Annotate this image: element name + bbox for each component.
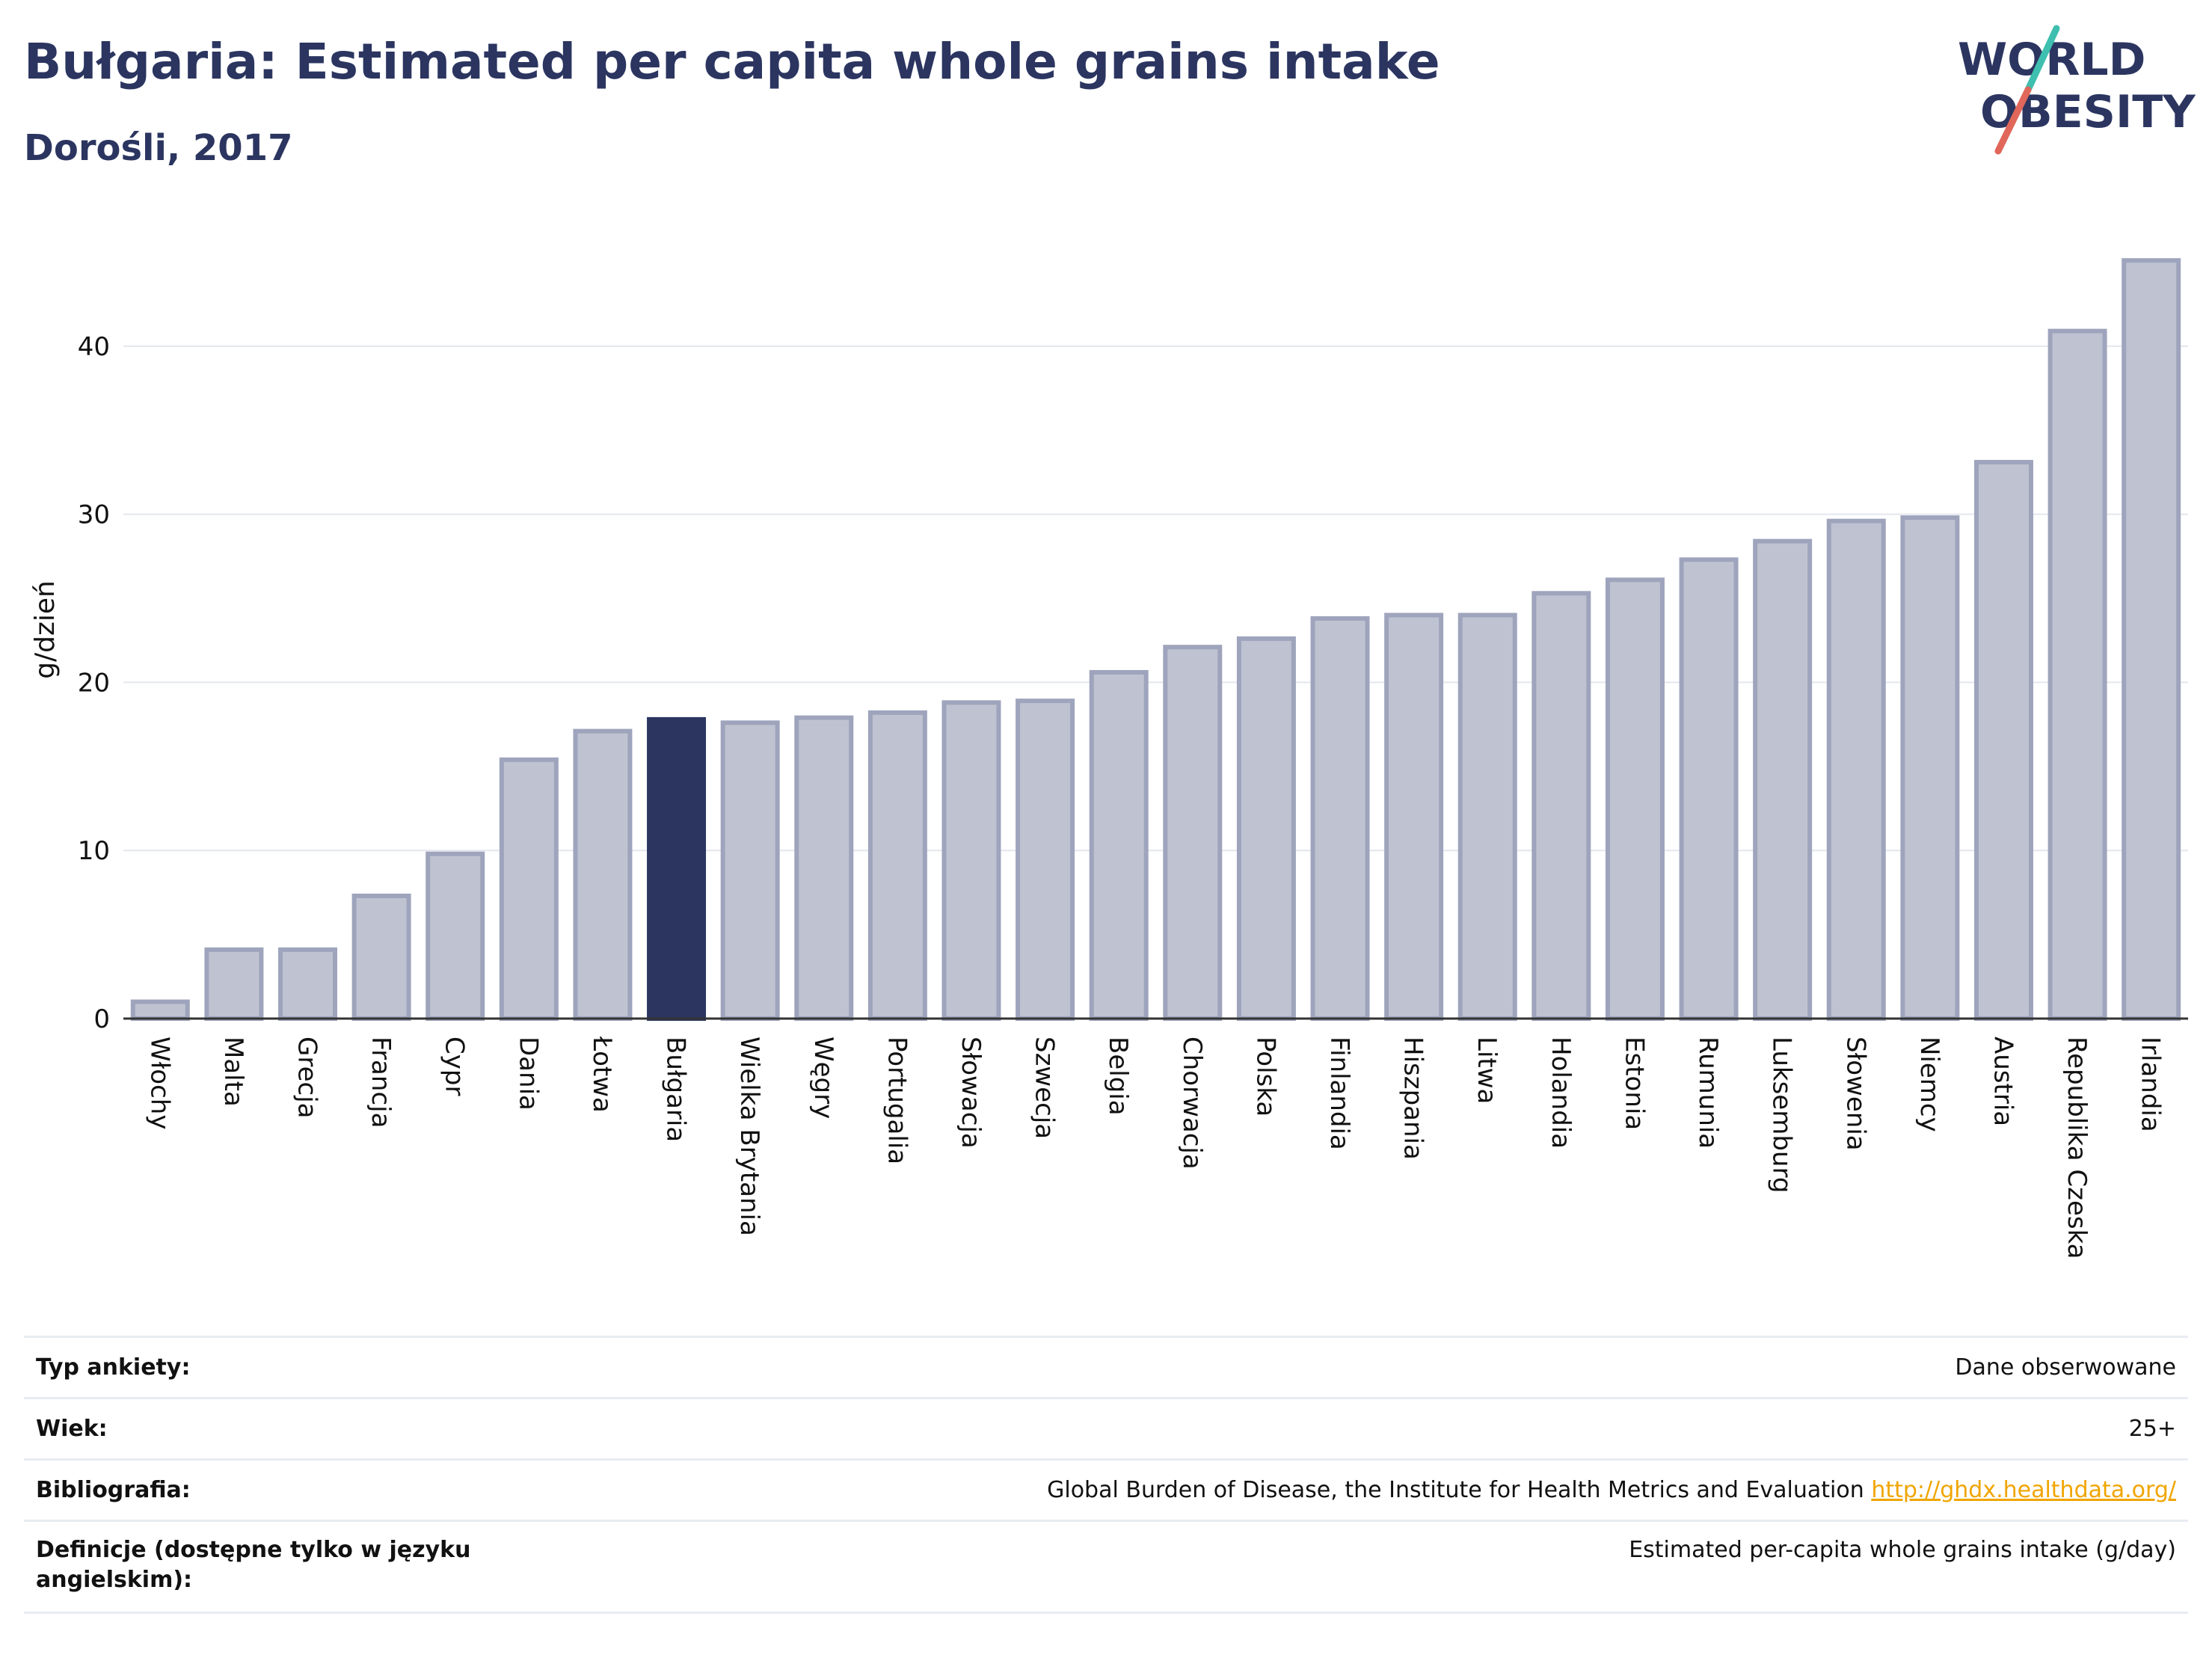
x-tick-label: Chorwacja: [1177, 1037, 1207, 1170]
y-axis-ticks: 0 10 20 30 40: [78, 332, 110, 1034]
bar-dania: [499, 757, 559, 1021]
meta-label: Bibliografia:: [36, 1477, 191, 1503]
chart-title: Bułgaria: Estimated per capita whole gra…: [24, 33, 1440, 90]
bar-bułgaria: [647, 716, 707, 1021]
bar-belgia: [1089, 669, 1149, 1021]
x-tick-label: Finlandia: [1324, 1037, 1354, 1150]
logo-slash-teal: [2024, 25, 2060, 93]
bar-wielka-brytania: [720, 720, 780, 1022]
x-tick-label: Rumunia: [1693, 1037, 1723, 1149]
bar-luksemburg: [1753, 538, 1813, 1021]
bar-portugalia: [867, 710, 927, 1021]
x-tick-label: Portugalia: [882, 1037, 912, 1164]
x-tick-label: Cypr: [440, 1037, 470, 1096]
bibliography-text: Global Burden of Disease, the Institute …: [1047, 1477, 1864, 1503]
y-tick-label: 10: [78, 836, 110, 866]
world-obesity-logo: WORLD OBESITY: [1958, 25, 2196, 155]
x-tick-label: Wielka Brytania: [734, 1037, 764, 1236]
x-tick-label: Irlandia: [2136, 1037, 2166, 1132]
x-tick-label: Szwecja: [1030, 1037, 1060, 1139]
bar-republika-czeska: [2047, 328, 2107, 1021]
chart-subtitle: Dorośli, 2017: [24, 127, 293, 169]
x-tick-label: Grecja: [292, 1037, 322, 1118]
x-tick-label: Hiszpania: [1398, 1037, 1428, 1160]
bar-holandia: [1531, 591, 1591, 1021]
bar-rumunia: [1679, 557, 1739, 1021]
bar-chorwacja: [1163, 645, 1223, 1021]
bar-słowenia: [1826, 518, 1886, 1021]
y-tick-label: 40: [78, 332, 110, 362]
x-tick-label: Republika Czeska: [2062, 1037, 2092, 1259]
bar-włochy: [130, 999, 190, 1021]
meta-row-bibliography: Bibliografia: Global Burden of Disease, …: [24, 1458, 2188, 1520]
x-tick-label: Węgry: [808, 1037, 838, 1119]
meta-row-age: Wiek: 25+: [24, 1397, 2188, 1458]
meta-value: Estimated per-capita whole grains intake…: [1629, 1537, 2176, 1563]
x-tick-label: Estonia: [1619, 1037, 1649, 1130]
x-tick-label: Luksemburg: [1767, 1037, 1797, 1193]
x-tick-label: Belgia: [1103, 1037, 1133, 1116]
meta-row-definitions: Definicje (dostępne tylko w języku angie…: [24, 1520, 2188, 1614]
bar-malta: [204, 947, 264, 1021]
x-tick-label: Polska: [1250, 1037, 1280, 1117]
y-tick-label: 30: [78, 500, 110, 530]
x-tick-label: Francja: [366, 1037, 396, 1128]
x-tick-label: Malta: [218, 1037, 248, 1107]
bar-cypr: [425, 851, 485, 1021]
bar-finlandia: [1310, 616, 1370, 1021]
bar-irlandia: [2122, 258, 2181, 1022]
meta-label: Typ ankiety:: [36, 1354, 191, 1381]
bar-francja: [351, 893, 411, 1021]
x-tick-label: Litwa: [1472, 1037, 1502, 1104]
bar-węgry: [794, 715, 854, 1022]
y-tick-label: 0: [93, 1004, 110, 1034]
bar-chart: 0 10 20 30 40 Włochy Malta Grecja Francja Cypr Da…: [30, 258, 2188, 1259]
bar-austria: [1973, 459, 2033, 1021]
bars: [130, 258, 2181, 1022]
x-tick-label: Słowenia: [1840, 1037, 1870, 1151]
bar-niemcy: [1900, 515, 1960, 1021]
meta-value-bibliography: Global Burden of Disease, the Institute …: [1047, 1476, 2176, 1505]
bar-litwa: [1457, 612, 1517, 1021]
bar-estonia: [1605, 577, 1665, 1021]
metadata-table: Typ ankiety: Dane obserwowane Wiek: 25+ …: [24, 1336, 2188, 1614]
x-tick-label: Holandia: [1546, 1037, 1576, 1149]
bar-grecja: [278, 947, 338, 1021]
x-tick-label: Łotwa: [587, 1036, 617, 1113]
x-tick-label: Włochy: [144, 1037, 174, 1129]
x-axis-ticks: Włochy Malta Grecja Francja Cypr Dania Łotwa Bu…: [144, 1036, 2165, 1259]
meta-row-survey-type: Typ ankiety: Dane obserwowane: [24, 1336, 2188, 1397]
meta-label: Wiek:: [36, 1416, 108, 1442]
meta-value: Dane obserwowane: [1955, 1354, 2176, 1381]
x-tick-label: Austria: [1988, 1037, 2018, 1126]
bar-polska: [1236, 636, 1296, 1022]
bibliography-link[interactable]: http://ghdx.healthdata.org/: [1871, 1477, 2176, 1503]
bar-szwecja: [1016, 698, 1075, 1022]
x-tick-label: Dania: [513, 1037, 543, 1111]
x-tick-label: Bułgaria: [661, 1037, 691, 1142]
bar-hiszpania: [1384, 612, 1444, 1021]
meta-value: 25+: [2128, 1416, 2176, 1442]
meta-label: Definicje (dostępne tylko w języku angie…: [36, 1537, 471, 1593]
logo-slash-red: [1994, 86, 2032, 155]
y-axis-label: g/dzień: [30, 580, 61, 679]
x-tick-label: Niemcy: [1914, 1037, 1944, 1132]
bar-słowacja: [941, 700, 1001, 1021]
y-tick-label: 20: [78, 668, 110, 698]
bar-łotwa: [573, 728, 633, 1022]
x-tick-label: Słowacja: [956, 1037, 986, 1149]
